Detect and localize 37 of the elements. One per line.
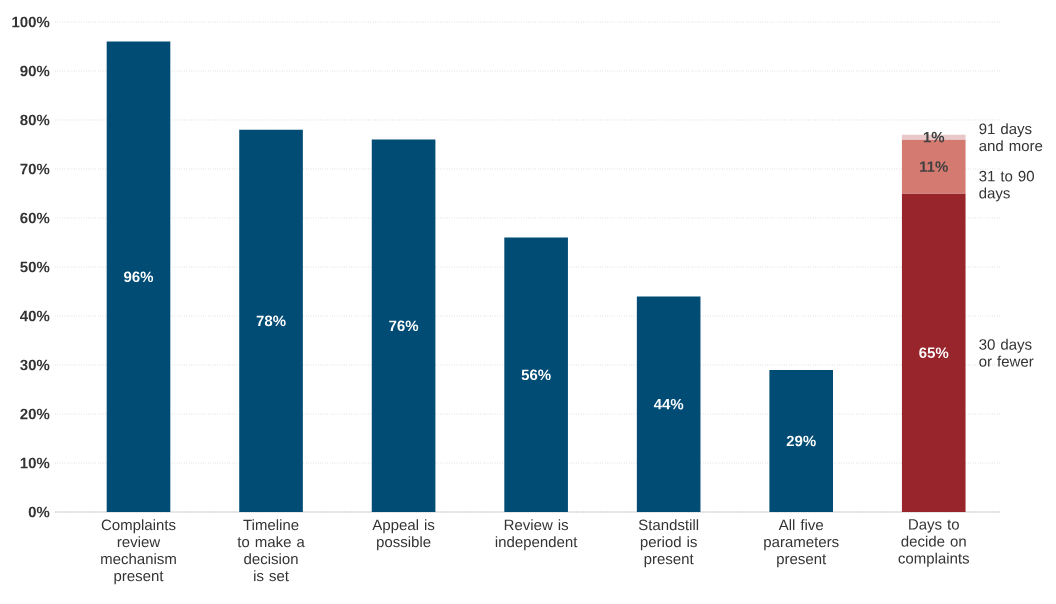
y-tick-label: 40% <box>20 310 50 322</box>
y-tick-label: 70% <box>20 163 50 175</box>
bar <box>901 193 966 512</box>
x-tick-label: Standstill period is present <box>638 519 699 568</box>
y-tick-label: 50% <box>20 261 50 273</box>
data-label: 76% <box>389 320 419 332</box>
data-label: 96% <box>124 271 154 283</box>
bar <box>239 129 303 512</box>
x-tick-label: Complaints review mechanism present <box>101 519 176 585</box>
bar <box>106 41 171 512</box>
y-tick-label: 90% <box>20 65 50 77</box>
x-tick-label: All five parameters present <box>764 519 839 568</box>
series-label: 31 to 90 days <box>979 170 1034 202</box>
x-tick-label: Days to decide on complaints <box>898 519 970 567</box>
bar <box>371 139 436 512</box>
bar <box>636 296 701 512</box>
series-label: 91 days and more <box>979 123 1043 152</box>
series-label: 30 days or fewer <box>979 338 1034 367</box>
data-label: 78% <box>256 315 286 327</box>
data-label: 11% <box>920 161 948 172</box>
x-tick-label: Review is independent <box>495 519 578 551</box>
x-tick-label: Appeal is possible <box>372 519 435 551</box>
data-label: 44% <box>653 398 684 410</box>
y-tick-label: 0% <box>28 506 50 518</box>
y-tick-label: 80% <box>20 114 50 126</box>
bar <box>504 237 568 512</box>
data-label: 1% <box>923 131 945 143</box>
y-tick-label: 20% <box>20 408 50 420</box>
y-tick-label: 10% <box>20 457 50 469</box>
data-label: 56% <box>521 369 551 381</box>
data-label: 29% <box>786 435 816 447</box>
y-tick-label: 60% <box>20 212 50 224</box>
data-label: 65% <box>919 347 949 359</box>
y-tick-label: 100% <box>12 16 50 28</box>
bar <box>769 369 834 512</box>
y-tick-label: 30% <box>20 359 50 371</box>
x-tick-label: Timeline to make a decision is set <box>237 519 305 582</box>
